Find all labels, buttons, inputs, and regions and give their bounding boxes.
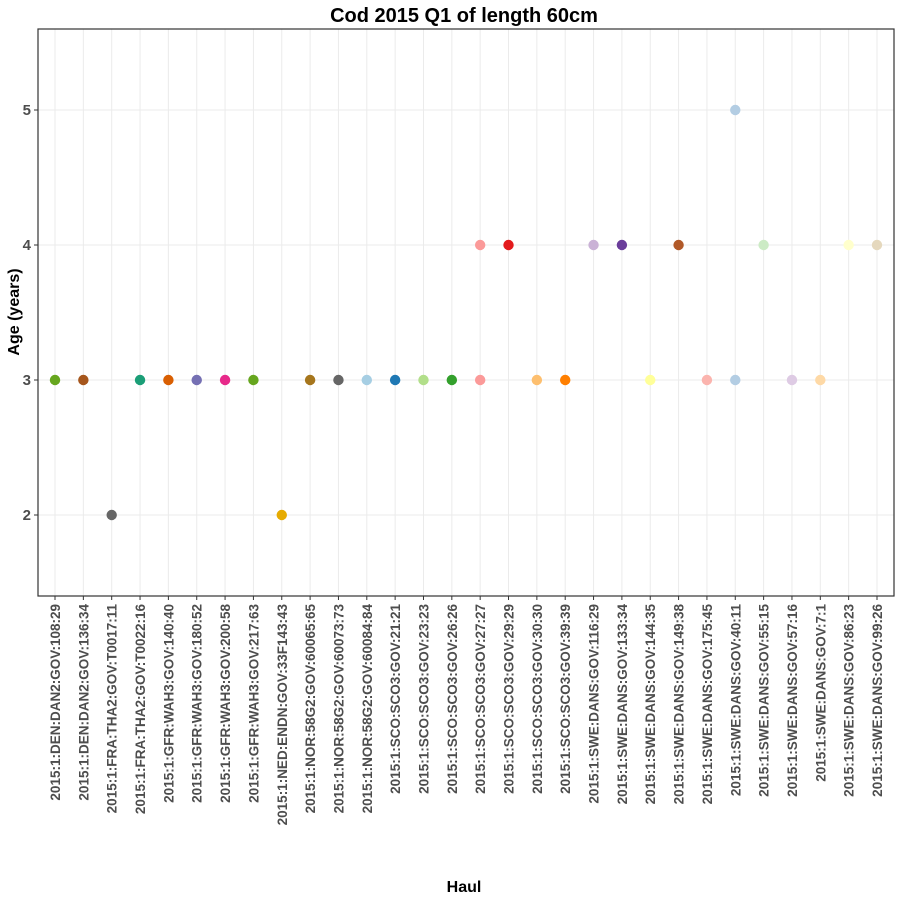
x-tick-label: 2015:1:SWE:DANS:GOV:175:45 [700, 604, 715, 805]
data-point [333, 374, 344, 386]
x-tick-label: 2015:1:DEN:DAN2:GOV:136:34 [76, 604, 91, 801]
x-tick-label: 2015:1:NOR:58G2:GOV:60065:65 [303, 604, 318, 814]
data-point [78, 374, 89, 386]
data-point [758, 239, 769, 251]
data-point [531, 374, 543, 386]
data-point [276, 509, 287, 521]
x-tick-label: 2015:1:NOR:58G2:GOV:60084:84 [360, 604, 375, 814]
data-point [191, 374, 202, 386]
data-point [645, 374, 656, 386]
x-tick-label: 2015:1:GFR:WAH3:GOV:200:58 [218, 604, 233, 803]
y-tick-label: 2 [23, 507, 31, 524]
data-point [389, 374, 401, 386]
y-tick-label: 3 [23, 372, 31, 389]
x-tick-label: 2015:1:GFR:WAH3:GOV:140:40 [161, 604, 176, 803]
data-point [446, 374, 458, 386]
data-point [248, 374, 259, 386]
data-point [503, 239, 514, 251]
x-tick-label: 2015:1:SWE:DANS:GOV:7:1 [813, 604, 828, 782]
data-point [304, 374, 316, 386]
x-tick-label: 2015:1:FRA:THA2:GOV:T0017:11 [105, 604, 120, 814]
grid-layer [38, 29, 894, 596]
x-tick-label: 2015:1:SCO:SCO3:GOV:29:29 [502, 604, 517, 794]
y-tick-label: 5 [23, 102, 31, 119]
data-point [106, 509, 117, 521]
data-point [560, 374, 571, 386]
x-tick-label: 2015:1:SWE:DANS:GOV:86:23 [842, 604, 857, 797]
x-tick-label: 2015:1:SWE:DANS:GOV:144:35 [643, 604, 658, 805]
x-axis: 2015:1:DEN:DAN2:GOV:108:29 2015:1:DEN:DAN… [48, 596, 885, 825]
data-point [474, 239, 486, 251]
x-tick-label: 2015:1:SWE:DANS:GOV:149:38 [672, 604, 687, 805]
x-tick-label: 2015:1:SCO:SCO3:GOV:23:23 [416, 604, 431, 794]
data-point [49, 374, 61, 386]
data-point [701, 374, 713, 386]
data-point [134, 374, 146, 386]
data-point [163, 374, 174, 386]
data-point [219, 374, 231, 386]
data-point [588, 239, 599, 251]
x-tick-label: 2015:1:SWE:DANS:GOV:99:26 [870, 604, 885, 797]
x-tick-label: 2015:1:GFR:WAH3:GOV:180:52 [190, 604, 205, 803]
y-axis-title: Age (years) [6, 268, 23, 355]
x-tick-label: 2015:1:SCO:SCO3:GOV:21:21 [388, 604, 403, 794]
points-layer [49, 104, 883, 521]
x-tick-label: 2015:1:SCO:SCO3:GOV:30:30 [530, 604, 545, 794]
data-point [871, 239, 883, 251]
x-tick-label: 2015:1:SWE:DANS:GOV:133:34 [615, 604, 630, 805]
x-tick-label: 2015:1:SWE:DANS:GOV:57:16 [785, 604, 800, 797]
x-tick-label: 2015:1:SWE:DANS:GOV:55:15 [757, 604, 772, 797]
y-axis: 2 3 4 5 [23, 102, 38, 524]
x-tick-label: 2015:1:NOR:58G2:GOV:60073:73 [331, 604, 346, 814]
data-point [418, 374, 429, 386]
data-point [730, 104, 741, 116]
data-point [673, 239, 684, 251]
x-axis-title: Haul [447, 879, 482, 896]
data-point [361, 374, 372, 386]
chart-title: Cod 2015 Q1 of length 60cm [330, 5, 598, 27]
data-point [786, 374, 798, 386]
x-tick-label: 2015:1:FRA:THA2:GOV:T0022:16 [133, 604, 148, 815]
data-point [815, 374, 826, 386]
x-tick-label: 2015:1:GFR:WAH3:GOV:217:63 [246, 604, 261, 803]
y-tick-label: 4 [23, 237, 32, 254]
x-tick-label: 2015:1:SCO:SCO3:GOV:27:27 [473, 604, 488, 794]
data-point [843, 239, 854, 251]
plot-panel [37, 28, 895, 597]
x-tick-label: 2015:1:SCO:SCO3:GOV:26:26 [445, 604, 460, 794]
x-tick-label: 2015:1:SCO:SCO3:GOV:39:39 [558, 604, 573, 794]
data-point [730, 374, 741, 386]
x-tick-label: 2015:1:SWE:DANS:GOV:40:11 [728, 604, 743, 797]
data-point [616, 239, 628, 251]
x-tick-label: 2015:1:SWE:DANS:GOV:116:29 [587, 604, 602, 804]
data-point [474, 374, 486, 386]
x-tick-label: 2015:1:DEN:DAN2:GOV:108:29 [48, 604, 63, 801]
x-tick-label: 2015:1:NED:ENDN:GOV:33F143:43 [275, 604, 290, 826]
